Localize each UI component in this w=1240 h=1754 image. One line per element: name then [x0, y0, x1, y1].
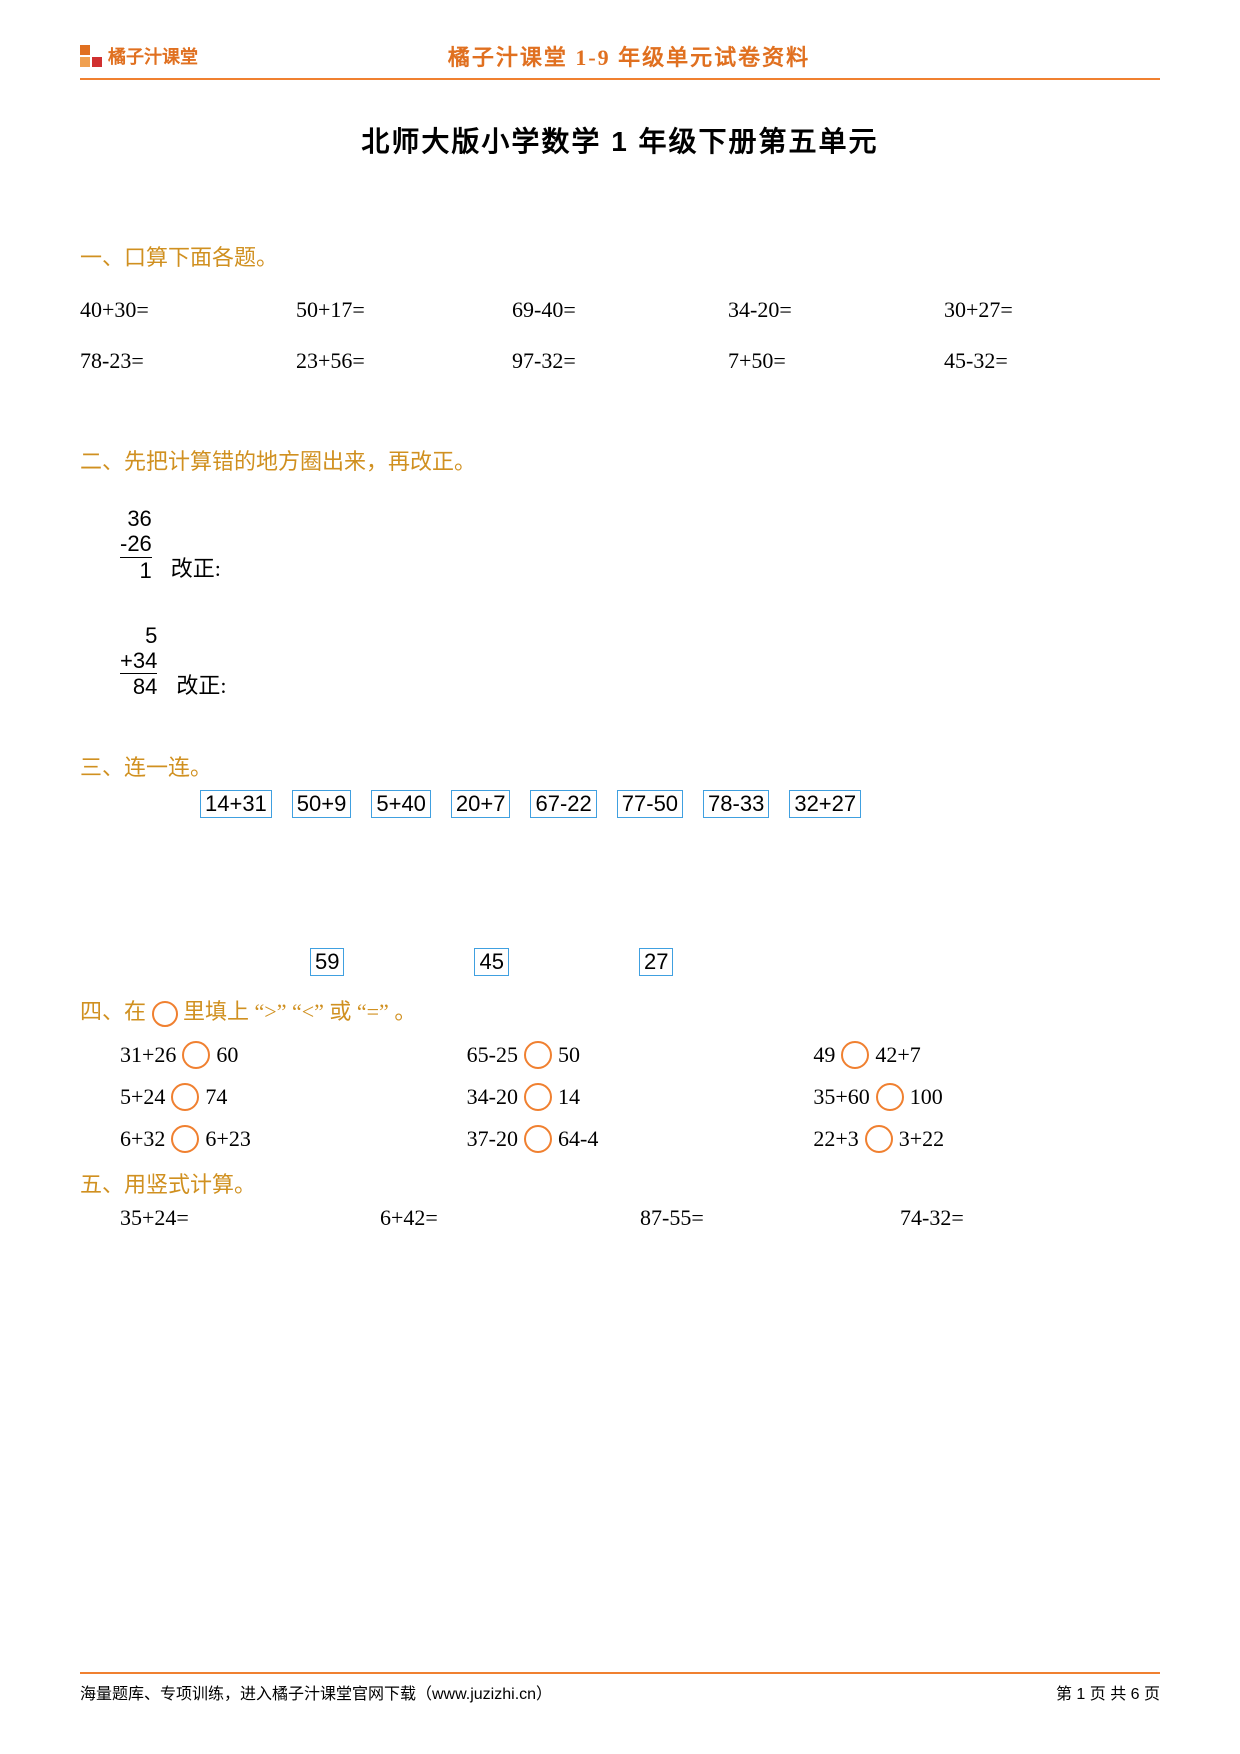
compare-right: 50	[558, 1042, 580, 1068]
match-item: 32+27	[789, 790, 861, 818]
heading-pre: 四、在	[80, 999, 146, 1024]
vcalc-line: -26	[120, 531, 152, 557]
match-answer: 45	[474, 948, 508, 976]
problem: 50+17=	[296, 297, 512, 323]
circle-icon	[524, 1083, 552, 1111]
match-item: 14+31	[200, 790, 272, 818]
section-4-heading: 四、在 里填上 “>” “<” 或 “=” 。	[80, 994, 1160, 1027]
section-3-heading: 三、连一连。	[80, 750, 1160, 782]
circle-icon	[171, 1083, 199, 1111]
page-total: 6	[1131, 1686, 1140, 1703]
problem: 30+27=	[944, 297, 1160, 323]
match-answer: 59	[310, 948, 344, 976]
correction-label: 改正:	[171, 551, 221, 583]
problem: 7+50=	[728, 348, 944, 374]
vcalc-answer: 84	[120, 674, 157, 699]
match-item: 77-50	[617, 790, 683, 818]
problem: 74-32=	[900, 1205, 1160, 1231]
compare-right: 74	[205, 1084, 227, 1110]
heading-post: 里填上 “>” “<” 或 “=” 。	[183, 999, 416, 1024]
compare-right: 6+23	[205, 1126, 250, 1152]
problem: 78-23=	[80, 348, 296, 374]
match-top-row: 14+31 50+9 5+40 20+7 67-22 77-50 78-33 3…	[200, 790, 1160, 818]
problem: 87-55=	[640, 1205, 900, 1231]
section-1-row-1: 40+30= 50+17= 69-40= 34-20= 30+27=	[80, 297, 1160, 323]
problem: 6+42=	[380, 1205, 640, 1231]
match-item: 50+9	[292, 790, 352, 818]
section-5-row: 35+24= 6+42= 87-55= 74-32=	[120, 1205, 1160, 1231]
vertical-problem-1: 36 -26 1 改正:	[120, 506, 1160, 583]
page-footer: 海量题库、专项训练，进入橘子汁课堂官网下载（www.juzizhi.cn） 第 …	[80, 1672, 1160, 1704]
circle-icon	[841, 1041, 869, 1069]
section-2-heading: 二、先把计算错的地方圈出来，再改正。	[80, 444, 1160, 476]
vcalc-answer: 1	[120, 558, 152, 583]
problem: 97-32=	[512, 348, 728, 374]
vcalc-line: 36	[120, 506, 152, 531]
match-bottom-row: 59 45 27	[310, 948, 1160, 976]
page-header: 橘子汁课堂 橘子汁课堂 1-9 年级单元试卷资料	[80, 40, 1160, 80]
section-1-row-2: 78-23= 23+56= 97-32= 7+50= 45-32=	[80, 348, 1160, 374]
compare-left: 22+3	[813, 1126, 858, 1152]
problem: 45-32=	[944, 348, 1160, 374]
compare-left: 37-20	[467, 1126, 518, 1152]
compare-right: 42+7	[875, 1042, 920, 1068]
compare-right: 100	[910, 1084, 943, 1110]
correction-label: 改正:	[176, 668, 226, 700]
compare-right: 60	[216, 1042, 238, 1068]
section-5-heading: 五、用竖式计算。	[80, 1167, 1160, 1199]
compare-left: 34-20	[467, 1084, 518, 1110]
problem: 23+56=	[296, 348, 512, 374]
problem: 40+30=	[80, 297, 296, 323]
match-answer: 27	[639, 948, 673, 976]
circle-icon	[182, 1041, 210, 1069]
logo-icon	[80, 45, 102, 67]
compare-right: 14	[558, 1084, 580, 1110]
match-item: 20+7	[451, 790, 511, 818]
vcalc-line: +34	[120, 648, 157, 674]
footer-text: 页	[1140, 1686, 1160, 1703]
footer-text: 页 共	[1085, 1686, 1130, 1703]
circle-icon	[152, 1001, 178, 1027]
compare-left: 5+24	[120, 1084, 165, 1110]
problem: 35+24=	[120, 1205, 380, 1231]
match-item: 67-22	[530, 790, 596, 818]
circle-icon	[865, 1125, 893, 1153]
compare-left: 65-25	[467, 1042, 518, 1068]
compare-left: 6+32	[120, 1126, 165, 1152]
compare-left: 35+60	[813, 1084, 869, 1110]
document-title: 北师大版小学数学 1 年级下册第五单元	[80, 120, 1160, 160]
footer-right: 第 1 页 共 6 页	[1056, 1680, 1160, 1704]
section-4-body: 31+26 60 65-25 50 49 42+7 5+24 74 34-20 14 35…	[120, 1041, 1160, 1153]
compare-right: 3+22	[899, 1126, 944, 1152]
circle-icon	[876, 1083, 904, 1111]
problem: 69-40=	[512, 297, 728, 323]
compare-row: 6+32 6+23 37-20 64-4 22+3 3+22	[120, 1125, 1160, 1153]
match-item: 5+40	[371, 790, 431, 818]
compare-row: 31+26 60 65-25 50 49 42+7	[120, 1041, 1160, 1069]
footer-left: 海量题库、专项训练，进入橘子汁课堂官网下载（www.juzizhi.cn）	[80, 1680, 552, 1704]
circle-icon	[171, 1125, 199, 1153]
compare-row: 5+24 74 34-20 14 35+60 100	[120, 1083, 1160, 1111]
match-item: 78-33	[703, 790, 769, 818]
compare-left: 49	[813, 1042, 835, 1068]
circle-icon	[524, 1125, 552, 1153]
footer-text: 第	[1056, 1686, 1076, 1703]
problem: 34-20=	[728, 297, 944, 323]
circle-icon	[524, 1041, 552, 1069]
section-1-heading: 一、口算下面各题。	[80, 240, 1160, 272]
vcalc-line: 5	[120, 623, 157, 648]
page-current: 1	[1076, 1686, 1085, 1703]
header-title: 橘子汁课堂 1-9 年级单元试卷资料	[98, 40, 1160, 72]
compare-left: 31+26	[120, 1042, 176, 1068]
compare-right: 64-4	[558, 1126, 598, 1152]
vertical-problem-2: 5 +34 84 改正:	[120, 623, 1160, 700]
